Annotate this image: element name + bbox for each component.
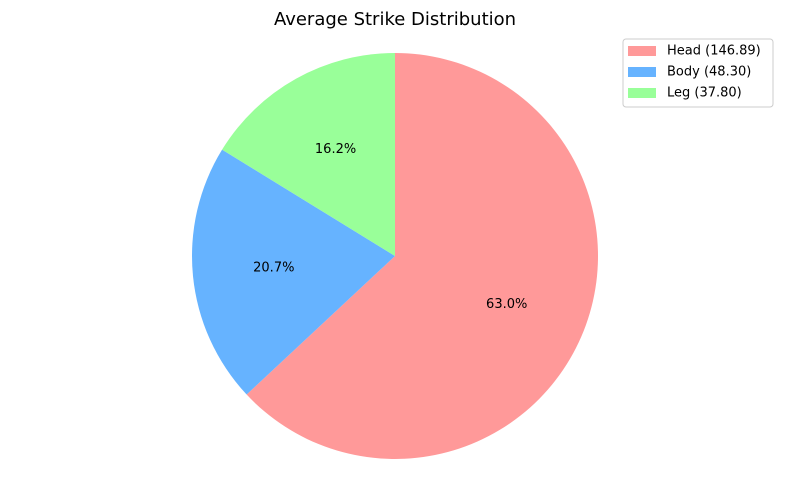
percent-label-body: 20.7%: [253, 261, 294, 276]
chart-title: Average Strike Distribution: [274, 9, 516, 30]
legend-frame: [622, 38, 774, 108]
legend-swatch-head: [628, 46, 656, 56]
pie-slices: [192, 53, 598, 460]
percent-labels: 63.0% 20.7% 16.2%: [253, 142, 527, 312]
legend-label-leg: Leg (37.80): [667, 86, 742, 101]
legend-label-body: Body (48.30): [667, 65, 751, 80]
percent-label-leg: 16.2%: [315, 142, 356, 157]
legend-swatch-leg: [628, 88, 656, 98]
pie-slice-leg: [222, 53, 395, 256]
legend-swatch-body: [628, 67, 656, 77]
pie-slice-head: [246, 53, 598, 460]
legend-label-head: Head (146.89): [667, 44, 761, 59]
legend-entries: Head (146.89) Body (48.30) Leg (37.80): [628, 44, 761, 101]
legend: Head (146.89) Body (48.30) Leg (37.80): [622, 38, 774, 108]
percent-label-head: 63.0%: [486, 297, 527, 312]
pie-slice-body: [192, 149, 395, 395]
